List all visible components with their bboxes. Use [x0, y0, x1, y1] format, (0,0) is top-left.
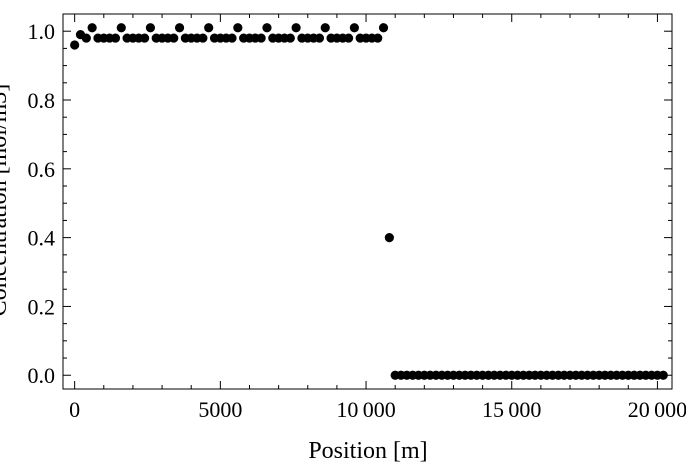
y-tick-label: 1.0: [28, 19, 56, 44]
x-tick-label: 5000: [198, 397, 242, 422]
data-point: [256, 33, 266, 43]
y-tick-label: 0.4: [28, 226, 56, 251]
tick-labels: 0 5000 10 000 15 000 20 000 0.0 0.2 0.4 0.6 0.8 1.…: [28, 19, 686, 422]
data-point: [110, 33, 121, 43]
data-points: [70, 23, 668, 380]
data-point: [233, 23, 243, 33]
axis-ticks: [63, 14, 672, 389]
y-axis-title: Concentration [mol/m3]: [0, 84, 12, 317]
data-point: [384, 233, 394, 243]
data-point: [145, 23, 156, 33]
data-point: [70, 40, 80, 50]
data-point: [378, 23, 389, 33]
y-tick-label: 0.0: [28, 363, 56, 388]
data-point: [343, 33, 354, 43]
x-tick-label: 20 000: [628, 397, 686, 422]
data-point: [291, 23, 301, 33]
y-tick-label: 0.8: [28, 88, 56, 113]
x-tick-label: 10 000: [336, 397, 395, 422]
data-point: [349, 23, 359, 33]
data-point: [81, 33, 91, 43]
data-point: [139, 33, 150, 43]
x-tick-label: 15 000: [482, 397, 541, 422]
data-point: [87, 23, 97, 33]
data-point: [227, 33, 237, 43]
data-point: [262, 23, 272, 33]
x-tick-label: 0: [69, 397, 80, 422]
data-point: [314, 33, 325, 43]
data-point: [658, 370, 668, 380]
data-point: [169, 33, 179, 43]
y-tick-label: 0.6: [28, 157, 56, 182]
plot-frame: [62, 13, 673, 390]
data-point: [320, 23, 330, 33]
data-point: [116, 23, 126, 33]
y-tick-label: 0.2: [28, 294, 56, 319]
data-point: [285, 33, 295, 43]
x-axis-title: Position [m]: [308, 438, 427, 464]
data-point: [204, 23, 214, 33]
data-point: [198, 33, 208, 43]
data-point: [174, 23, 185, 33]
data-point: [373, 33, 383, 43]
